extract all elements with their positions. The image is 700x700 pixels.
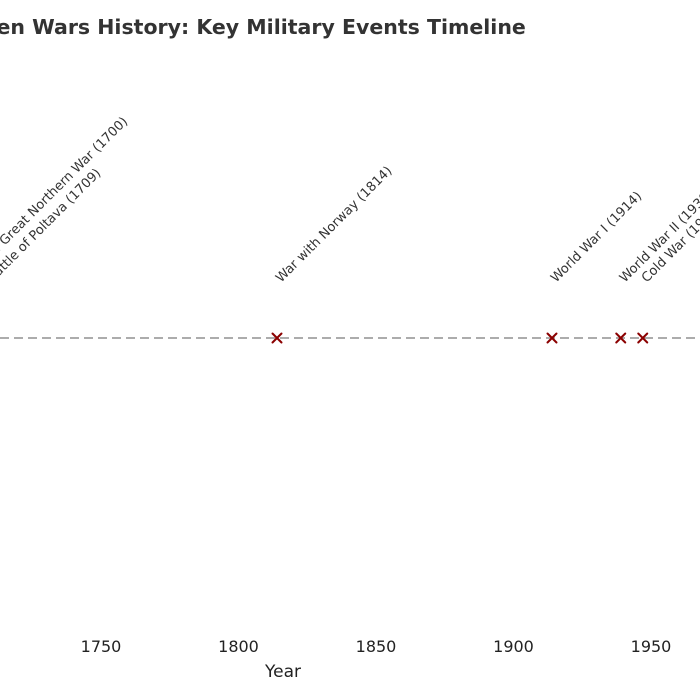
x-axis-label: Year	[264, 662, 301, 682]
x-tick-label: 1850	[356, 637, 397, 656]
x-tick-label: 1950	[631, 637, 672, 656]
chart-title: Sweden Wars History: Key Military Events…	[0, 15, 526, 39]
event-label: War with Norway (1814)	[273, 164, 395, 286]
event-marker	[637, 332, 649, 344]
x-tick-label: 1800	[218, 637, 259, 656]
x-tick-label: 1900	[493, 637, 534, 656]
event-marker	[615, 332, 627, 344]
events-layer: Start of Great Northern War (1700)Battle…	[0, 114, 700, 344]
x-tick-label: 1750	[81, 637, 122, 656]
x-axis-ticks: 1750 1800 1850 1900 1950	[81, 637, 672, 656]
event-marker	[271, 332, 283, 344]
event-marker	[546, 332, 558, 344]
